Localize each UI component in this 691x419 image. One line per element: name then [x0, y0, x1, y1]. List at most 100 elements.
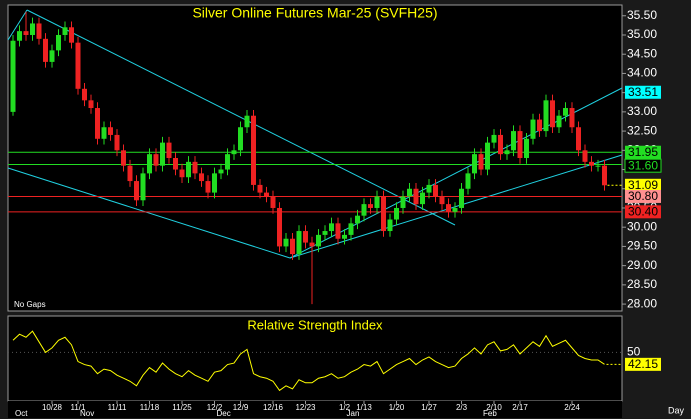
candle-body	[160, 142, 165, 166]
candle-body	[524, 138, 529, 158]
candle-body	[426, 184, 432, 193]
candle-body	[121, 150, 126, 166]
candle-body	[413, 188, 419, 205]
candle-body	[205, 181, 211, 193]
x-tick-label: 11/1	[71, 403, 87, 412]
month-label: Nov	[80, 409, 94, 418]
candle-body	[270, 196, 276, 208]
candle-body	[589, 161, 594, 166]
candle-body	[407, 188, 412, 197]
candle-body	[88, 100, 94, 109]
trendline	[26, 9, 456, 226]
rsi-title: Relative Strength Index	[247, 317, 383, 332]
candle-body	[569, 108, 575, 128]
candle-body	[49, 50, 55, 62]
candle-body	[244, 115, 250, 128]
price-label: 31.95	[628, 145, 658, 159]
candle-body	[82, 88, 87, 101]
candle-body	[251, 115, 256, 185]
x-tick-label: 2/17	[512, 403, 528, 412]
y-tick-label: 29.50	[627, 239, 657, 253]
candle-body	[537, 119, 542, 132]
x-tick-label: 11/11	[108, 403, 127, 412]
x-tick-label: 12/16	[263, 403, 284, 412]
candle-body	[530, 119, 536, 139]
price-label-box	[625, 178, 661, 192]
x-tick-label: 2/10	[486, 403, 502, 412]
candle-body	[322, 231, 328, 235]
annotation: No Gaps	[14, 300, 46, 309]
candle-body	[582, 150, 588, 162]
candle-body	[140, 173, 146, 201]
candle-body	[283, 238, 289, 247]
candle-body	[17, 31, 22, 41]
x-tick-label: 10/28	[42, 403, 63, 412]
candle-body	[511, 131, 516, 151]
candle-body	[231, 150, 237, 155]
month-label: Jan	[347, 409, 360, 418]
candle-body	[355, 215, 360, 224]
trendline	[289, 154, 623, 259]
candle-body	[212, 173, 217, 193]
price-label-box	[624, 158, 662, 173]
candle-body	[439, 196, 445, 205]
candle-body	[556, 115, 562, 128]
candle-body	[114, 134, 120, 151]
candle-body	[420, 192, 425, 205]
x-tick-label: 1/2	[339, 403, 351, 412]
trendline	[7, 167, 291, 259]
candle-body	[69, 27, 74, 43]
y-tick-label: 30.00	[627, 219, 657, 233]
candle-body	[433, 184, 438, 197]
candle-body	[400, 196, 406, 208]
candle-body	[563, 108, 568, 116]
candle-body	[108, 127, 113, 135]
chart-title: Silver Online Futures Mar-25 (SVFH25)	[192, 5, 437, 21]
rsi-line	[12, 330, 605, 392]
candle-body	[95, 108, 100, 139]
candle-body	[348, 223, 354, 235]
rsi-label-box	[625, 357, 661, 371]
candle-body	[257, 184, 263, 193]
price-label: 33.51	[628, 85, 658, 99]
y-tick-label: 33.00	[627, 104, 657, 118]
candle-body	[30, 23, 35, 35]
month-label: Feb	[483, 409, 497, 418]
month-label: Dec	[217, 409, 231, 418]
candle-body	[342, 234, 347, 239]
y-tick-label: 29.00	[627, 258, 657, 272]
x-tick-label: 12/2	[207, 403, 223, 412]
candle-body	[452, 207, 458, 212]
month-label: Oct	[15, 409, 28, 418]
candle-body	[491, 134, 497, 143]
candle-body	[192, 161, 198, 174]
y-tick-label: 34.00	[627, 66, 657, 80]
candle-body	[62, 27, 68, 35]
candle-body	[498, 134, 503, 155]
candle-body	[368, 204, 373, 208]
candle-body	[316, 234, 321, 247]
candle-body	[550, 100, 555, 128]
x-tick-label: 1/13	[356, 403, 372, 412]
candle-body	[127, 165, 133, 182]
price-label: 31.09	[628, 178, 658, 192]
candle-body	[472, 154, 477, 174]
price-label: 30.40	[628, 204, 658, 218]
candle-body	[595, 165, 601, 167]
candle-body	[290, 238, 295, 255]
candle-body	[459, 188, 464, 208]
rsi-panel	[7, 315, 623, 402]
candle-body	[387, 219, 393, 232]
candle-body	[277, 207, 282, 247]
candle-body	[335, 223, 341, 239]
candle-body	[329, 223, 334, 232]
candle-body	[56, 34, 61, 51]
candle-body	[309, 242, 315, 247]
candle-body	[374, 196, 380, 208]
price-label: 30.80	[628, 189, 658, 203]
candle-body	[465, 173, 471, 189]
price-label-box	[625, 189, 661, 203]
candle-body	[147, 154, 152, 174]
candle-body	[543, 100, 549, 132]
candle-body	[179, 169, 185, 178]
